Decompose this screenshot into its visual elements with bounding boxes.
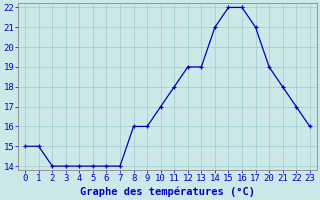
X-axis label: Graphe des températures (°C): Graphe des températures (°C) [80,186,255,197]
